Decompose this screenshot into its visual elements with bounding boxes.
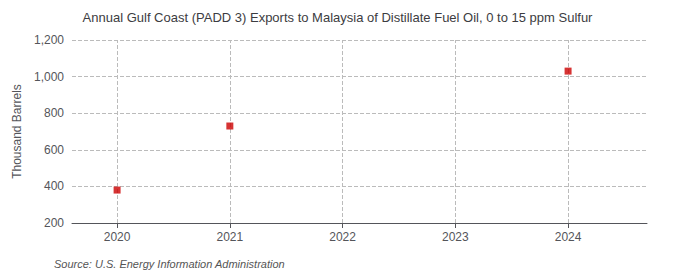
svg-text:600: 600 [44,143,64,157]
svg-text:2022: 2022 [329,230,356,244]
svg-text:2024: 2024 [555,230,582,244]
svg-text:200: 200 [44,216,64,230]
svg-text:400: 400 [44,179,64,193]
svg-text:Thousand Barrels: Thousand Barrels [10,84,24,179]
svg-text:Source: U.S. Energy Informatio: Source: U.S. Energy Information Administ… [54,258,285,270]
svg-text:800: 800 [44,106,64,120]
svg-text:1,200: 1,200 [34,33,64,47]
svg-text:2020: 2020 [104,230,131,244]
svg-text:2023: 2023 [442,230,469,244]
svg-text:1,000: 1,000 [34,70,64,84]
svg-text:Annual Gulf Coast (PADD 3) Exp: Annual Gulf Coast (PADD 3) Exports to Ma… [83,10,594,25]
svg-text:2021: 2021 [216,230,243,244]
